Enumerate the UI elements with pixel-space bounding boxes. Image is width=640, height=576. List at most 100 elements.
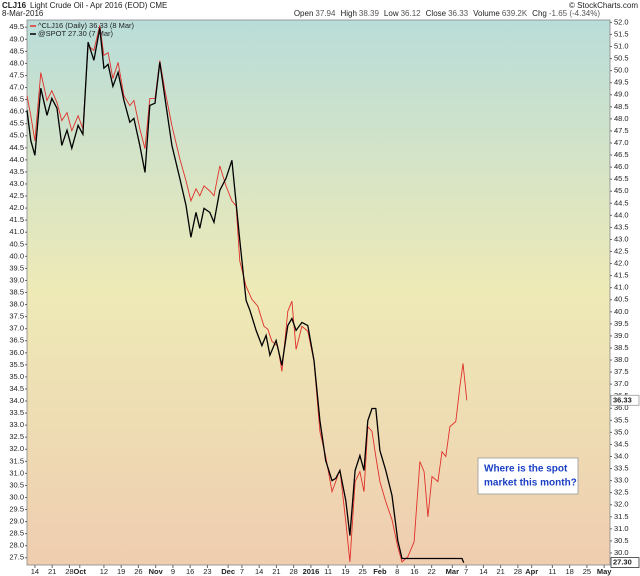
- x-tick-label: Oct: [74, 567, 87, 576]
- y-tick-label: 41.0: [9, 227, 24, 236]
- stat-value: 36.33: [448, 9, 469, 18]
- y2-tick-label: 41.5: [614, 271, 629, 280]
- y2-tick-label: 51.5: [614, 29, 629, 38]
- y-tick-label: 44.5: [9, 143, 24, 152]
- x-tick-label: 21: [48, 567, 56, 576]
- y2-tick-label: 40.0: [614, 307, 629, 316]
- x-tick-label: 2016: [303, 567, 320, 576]
- y-tick-label: 31.0: [9, 468, 24, 477]
- y2-tick-label: 32.0: [614, 500, 629, 509]
- y-tick-label: 31.5: [9, 456, 24, 465]
- x-tick-label: 9: [171, 567, 175, 576]
- x-tick-label: 25: [358, 567, 366, 576]
- series-line: [26, 28, 465, 563]
- stats: Open 37.94 High 38.39 Low 36.12 Close 36.33 Volu…: [294, 9, 601, 18]
- x-tick-label: 26: [134, 567, 142, 576]
- y2-tick-label: 50.0: [614, 66, 629, 75]
- last-value-label: 27.30: [613, 558, 632, 567]
- y2-tick-label: 33.0: [614, 476, 629, 485]
- last-value-label: 36.33: [613, 395, 632, 404]
- x-tick-label: Nov: [149, 567, 164, 576]
- y2-tick-label: 30.5: [614, 536, 629, 545]
- y2-tick-label: 32.5: [614, 488, 629, 497]
- credit: © StockCharts.com: [569, 1, 638, 10]
- y2-tick-label: 33.5: [614, 464, 629, 473]
- y2-tick-label: 48.0: [614, 114, 629, 123]
- y-tick-label: 42.5: [9, 191, 24, 200]
- y2-tick-label: 42.5: [614, 246, 629, 255]
- x-tick-label: 21: [496, 567, 504, 576]
- y-tick-label: 43.5: [9, 167, 24, 176]
- y-tick-label: 49.5: [9, 22, 24, 31]
- y-tick-label: 27.5: [9, 553, 24, 562]
- legend-label: ^CLJ16 (Daily) 36.33 (8 Mar): [38, 21, 135, 30]
- stat-label: Low: [384, 9, 399, 18]
- stat-value: 639.2K: [502, 9, 528, 18]
- y-tick-label: 40.5: [9, 239, 24, 248]
- y-tick-label: 29.0: [9, 517, 24, 526]
- y-tick-label: 33.0: [9, 420, 24, 429]
- y2-tick-label: 48.5: [614, 102, 629, 111]
- stat-value: 37.94: [315, 9, 336, 18]
- stat-label: Volume: [473, 9, 500, 18]
- x-tick-label: Apr: [525, 567, 538, 576]
- y2-tick-label: 47.5: [614, 126, 629, 135]
- y2-tick-label: 39.5: [614, 319, 629, 328]
- y2-tick-label: 41.0: [614, 283, 629, 292]
- x-tick-label: 8: [395, 567, 399, 576]
- y-tick-label: 45.0: [9, 131, 24, 140]
- y2-tick-label: 36.0: [614, 403, 629, 412]
- x-tick-label: 22: [427, 567, 435, 576]
- y-tick-label: 49.0: [9, 34, 24, 43]
- last-value-box: [610, 394, 640, 406]
- y2-tick-label: 34.5: [614, 439, 629, 448]
- stat-value: 38.39: [359, 9, 380, 18]
- y2-tick-label: 50.5: [614, 54, 629, 63]
- chart-date: 8-Mar-2016: [2, 9, 44, 18]
- y2-tick-label: 44.0: [614, 210, 629, 219]
- x-tick-label: Dec: [221, 567, 235, 576]
- y-tick-label: 33.5: [9, 408, 24, 417]
- annotation: Where is the spot: [484, 464, 568, 475]
- x-tick-label: 25: [583, 567, 591, 576]
- y-tick-label: 35.0: [9, 372, 24, 381]
- y-tick-label: 46.0: [9, 107, 24, 116]
- y2-tick-label: 37.0: [614, 379, 629, 388]
- x-tick-label: 23: [203, 567, 211, 576]
- stat-value: -1.65 (-4.34%): [549, 9, 600, 18]
- x-tick-label: 11: [324, 567, 332, 576]
- x-tick-label: 19: [341, 567, 349, 576]
- x-tick-label: 14: [31, 567, 39, 576]
- stat-label: Chg: [532, 9, 547, 18]
- y2-tick-label: 43.0: [614, 234, 629, 243]
- y-tick-label: 43.0: [9, 179, 24, 188]
- y-tick-label: 39.5: [9, 263, 24, 272]
- stat-label: High: [340, 9, 356, 18]
- y-tick-label: 34.0: [9, 396, 24, 405]
- y2-tick-label: 49.0: [614, 90, 629, 99]
- y2-tick-label: 31.5: [614, 512, 629, 521]
- y2-tick-label: 39.0: [614, 331, 629, 340]
- y-tick-label: 48.5: [9, 46, 24, 55]
- x-tick-label: 28: [65, 567, 73, 576]
- x-tick-label: 19: [117, 567, 125, 576]
- y-tick-label: 30.5: [9, 480, 24, 489]
- y-tick-label: 37.0: [9, 324, 24, 333]
- y2-tick-label: 38.5: [614, 343, 629, 352]
- y-tick-label: 36.5: [9, 336, 24, 345]
- x-tick-label: 7: [464, 567, 468, 576]
- stat-label: Open: [294, 9, 314, 18]
- legend-label: @SPOT 27.30 (7 Mar): [38, 29, 114, 38]
- y2-tick-label: 47.0: [614, 138, 629, 147]
- x-tick-label: Feb: [373, 567, 387, 576]
- y2-tick-label: 51.0: [614, 42, 629, 51]
- y-tick-label: 34.5: [9, 384, 24, 393]
- y-tick-label: 30.0: [9, 492, 24, 501]
- x-tick-label: May: [597, 567, 612, 576]
- y-tick-label: 29.5: [9, 505, 24, 514]
- y-tick-label: 47.5: [9, 70, 24, 79]
- x-tick-label: 14: [479, 567, 487, 576]
- y-tick-label: 42.0: [9, 203, 24, 212]
- x-tick-label: 16: [410, 567, 418, 576]
- y-tick-label: 38.5: [9, 287, 24, 296]
